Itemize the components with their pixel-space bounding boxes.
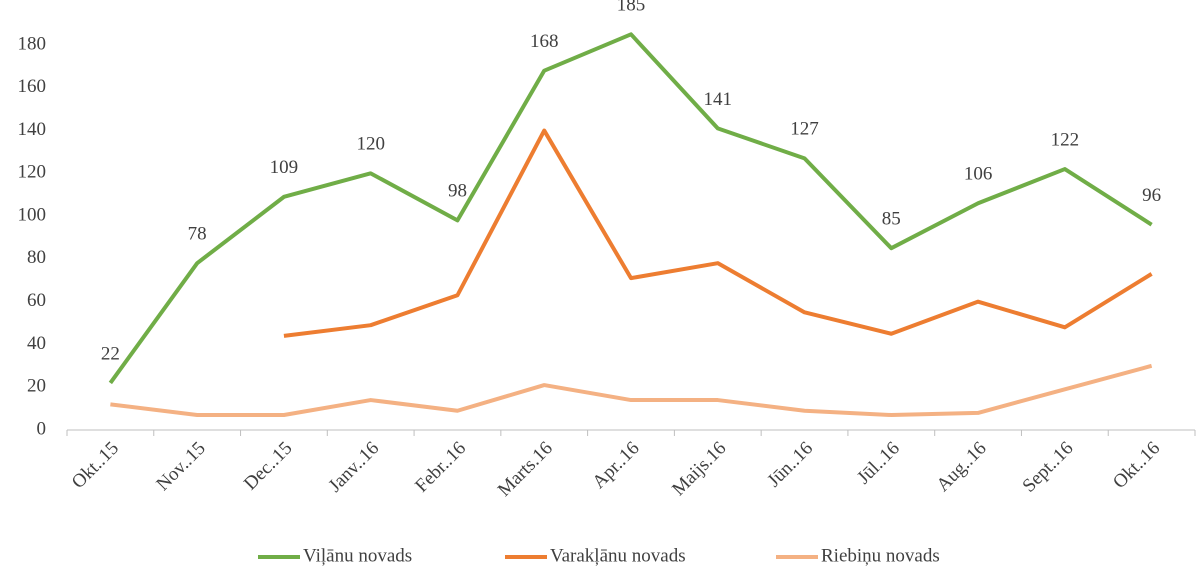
data-label: 141 xyxy=(704,89,733,110)
x-tick-label: Sept..16 xyxy=(1019,438,1078,497)
y-tick-label: 160 xyxy=(18,76,47,97)
x-tick-label: Jūl..16 xyxy=(853,438,904,489)
legend-label: Varakļānu novads xyxy=(550,545,686,566)
x-tick-label: Marts.16 xyxy=(494,438,557,501)
x-tick-label: Okt..15 xyxy=(68,438,123,493)
y-tick-label: 140 xyxy=(18,119,47,140)
data-label: 127 xyxy=(790,119,819,140)
data-label: 98 xyxy=(448,181,467,202)
x-tick-label: Maijs.16 xyxy=(668,438,730,500)
data-label: 168 xyxy=(530,31,559,52)
x-tick-label: Febr..16 xyxy=(411,438,470,497)
x-tick-label: Okt..16 xyxy=(1109,438,1164,493)
y-tick-label: 20 xyxy=(27,376,46,397)
y-tick-label: 0 xyxy=(37,418,47,439)
y-tick-label: 100 xyxy=(18,204,47,225)
data-label: 22 xyxy=(101,343,120,364)
data-label: 109 xyxy=(270,157,299,178)
data-label: 185 xyxy=(617,0,646,16)
legend-label: Viļānu novads xyxy=(303,545,412,566)
series-line xyxy=(283,128,1153,338)
y-tick-label: 180 xyxy=(18,33,47,54)
data-label: 122 xyxy=(1051,129,1080,150)
y-tick-label: 120 xyxy=(18,162,47,183)
x-tick-label: Apr..16 xyxy=(588,438,643,493)
series-line xyxy=(108,32,1153,385)
x-tick-label: Nov..15 xyxy=(152,438,209,495)
y-tick-label: 40 xyxy=(27,333,46,354)
data-label: 85 xyxy=(882,209,901,230)
y-tick-label: 80 xyxy=(27,247,46,268)
data-label: 106 xyxy=(964,164,993,185)
data-label: 120 xyxy=(356,134,385,155)
legend-label: Riebiņu novads xyxy=(821,545,940,566)
y-tick-label: 60 xyxy=(27,290,46,311)
x-tick-label: Janv..16 xyxy=(325,438,384,497)
series-line xyxy=(110,363,1153,418)
x-tick-label: Jūn..16 xyxy=(763,438,817,492)
x-tick-label: Dec..15 xyxy=(240,438,297,495)
x-tick-label: Aug..16 xyxy=(933,438,991,496)
data-label: 78 xyxy=(188,224,207,245)
data-label: 96 xyxy=(1142,185,1161,206)
